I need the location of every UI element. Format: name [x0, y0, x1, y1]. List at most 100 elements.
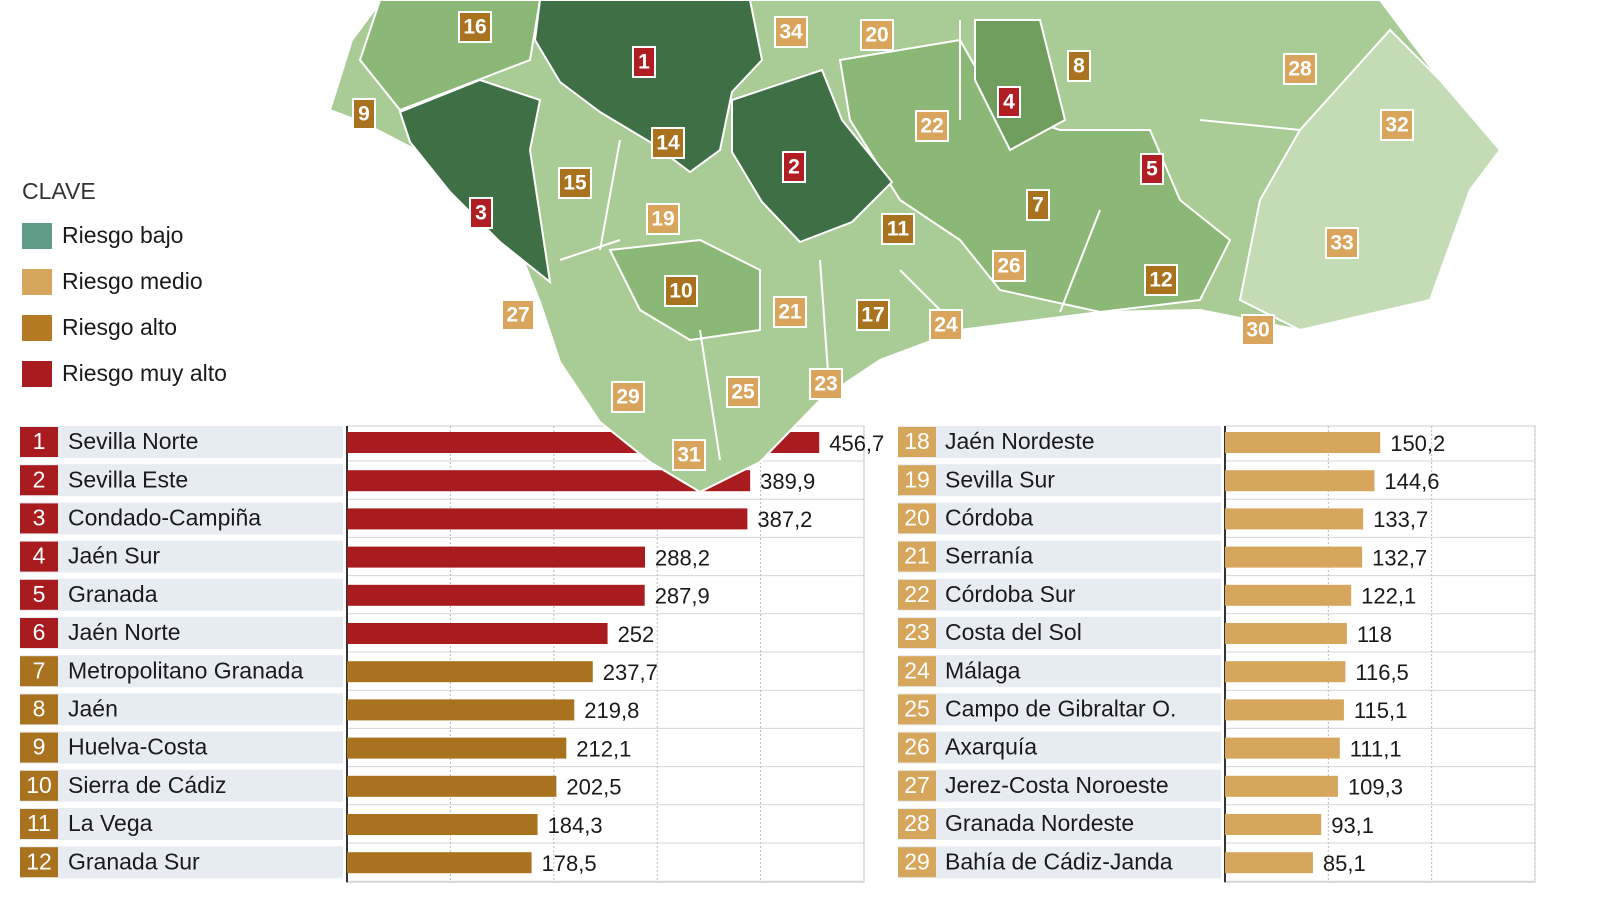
rank-box [20, 427, 58, 457]
value-label: 212,1 [576, 736, 631, 761]
rank-box [898, 809, 936, 839]
map-label: 32 [1385, 114, 1408, 137]
value-label: 122,1 [1361, 584, 1416, 609]
category-label: Jaén Sur [68, 543, 160, 569]
value-label: 456,7 [829, 431, 884, 456]
bar [1225, 584, 1352, 606]
legend-label: Riesgo medio [62, 268, 203, 294]
rank: 22 [904, 581, 930, 607]
rank: 29 [904, 848, 930, 874]
map-label-box [672, 439, 706, 471]
map-label: 4 [1003, 91, 1015, 114]
bar [1225, 699, 1344, 721]
value-label: 287,9 [655, 584, 710, 609]
tables: 1 Sevilla Norte 456,7 2 Sevilla Este 389,9 3 Co… [20, 425, 1536, 883]
rank-box [20, 694, 58, 725]
rank-box [898, 465, 936, 496]
map-label-box [611, 381, 645, 413]
row-band [20, 846, 343, 879]
row-band [898, 769, 1221, 802]
rank: 8 [33, 695, 46, 721]
row-band [898, 846, 1221, 879]
rank: 18 [904, 428, 930, 454]
bar-panel [1224, 425, 1536, 883]
map-label: 14 [656, 132, 680, 155]
bar [347, 737, 567, 759]
rank-box [20, 465, 58, 496]
category-label: Metropolitano Granada [68, 657, 303, 683]
map-label-box [881, 213, 915, 245]
value-label: 118 [1357, 622, 1392, 647]
row-band [898, 655, 1221, 688]
row-band [20, 655, 343, 688]
map-label: 25 [731, 381, 755, 404]
map-label: 12 [1149, 269, 1172, 292]
bar [347, 623, 608, 644]
row-band [20, 769, 343, 802]
bar [347, 852, 532, 874]
value-label: 389,9 [760, 469, 815, 494]
row-band [898, 693, 1221, 726]
map-label-box [809, 368, 843, 400]
map-label: 23 [814, 373, 837, 396]
category-label: Córdoba [945, 504, 1033, 530]
map-label: 21 [778, 301, 802, 324]
bar [1225, 852, 1313, 874]
row-band [20, 808, 343, 840]
row-band [20, 731, 343, 764]
category-label: Sevilla Sur [945, 466, 1055, 492]
map-label-box [1241, 314, 1275, 346]
bar-panel [346, 425, 865, 883]
rank-box [20, 541, 58, 572]
bar [347, 775, 557, 797]
map-label: 22 [920, 115, 943, 138]
category-label: Granada Nordeste [945, 810, 1134, 836]
rank: 4 [33, 543, 46, 569]
value-label: 178,5 [542, 851, 597, 876]
row-band [898, 464, 1221, 497]
value-label: 115,1 [1354, 698, 1407, 723]
row-band [20, 426, 343, 458]
legend: CLAVE Riesgo bajo Riesgo medio Riesgo alto R… [22, 178, 227, 387]
bar [347, 699, 575, 721]
map-label: 10 [669, 280, 692, 303]
category-label: Jerez-Costa Noroeste [945, 772, 1169, 798]
bar [1225, 775, 1338, 797]
map-label-box [664, 275, 698, 307]
category-label: Huelva-Costa [68, 734, 208, 760]
bar [1225, 546, 1363, 568]
row-band [898, 426, 1221, 458]
row-band [20, 464, 343, 497]
map-label-box [774, 16, 808, 48]
map-label: 1 [638, 51, 650, 74]
category-label: Málaga [945, 657, 1021, 683]
bar [1225, 470, 1375, 492]
rank: 1 [33, 428, 46, 454]
map-label-box [726, 376, 760, 408]
map-label: 31 [677, 444, 701, 467]
rank: 27 [904, 772, 930, 798]
map-label: 2 [788, 156, 800, 179]
bar [347, 470, 751, 492]
map-label: 27 [506, 304, 529, 327]
rank: 28 [904, 810, 930, 836]
map-region [533, 0, 764, 174]
value-label: 288,2 [655, 545, 710, 570]
map-label-box [773, 296, 807, 328]
rank-box [898, 694, 936, 725]
rank-box [898, 770, 936, 801]
map-label-box [860, 19, 894, 51]
legend-swatch [22, 223, 52, 249]
map-region [731, 68, 894, 244]
map-label-box [992, 250, 1026, 282]
map-label-box [646, 203, 680, 235]
category-label: Sevilla Este [68, 466, 188, 492]
map-label: 11 [887, 218, 910, 241]
map-label-box [782, 151, 806, 183]
value-label: 109,3 [1348, 775, 1403, 800]
rank-box [20, 656, 58, 687]
rank-box [20, 579, 58, 610]
map-label-box [1067, 50, 1091, 82]
